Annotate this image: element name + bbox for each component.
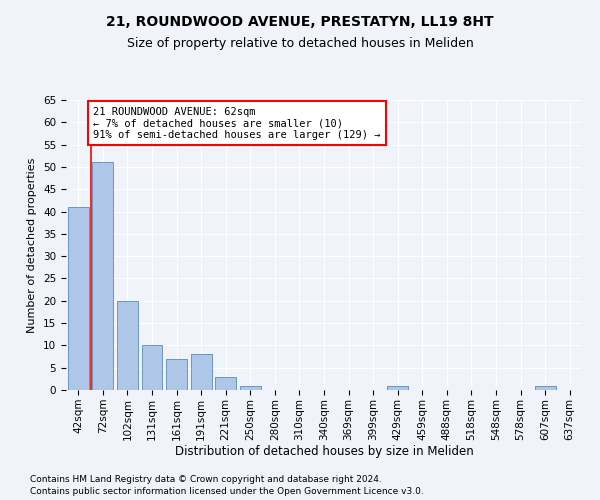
- Text: 21 ROUNDWOOD AVENUE: 62sqm
← 7% of detached houses are smaller (10)
91% of semi-: 21 ROUNDWOOD AVENUE: 62sqm ← 7% of detac…: [93, 106, 380, 140]
- Bar: [535, 386, 556, 390]
- Bar: [142, 346, 163, 390]
- Bar: [240, 386, 261, 390]
- Y-axis label: Number of detached properties: Number of detached properties: [28, 158, 37, 332]
- Text: Contains public sector information licensed under the Open Government Licence v3: Contains public sector information licen…: [30, 488, 424, 496]
- Bar: [92, 162, 113, 390]
- Bar: [166, 359, 187, 390]
- Bar: [117, 301, 138, 390]
- Text: Contains HM Land Registry data © Crown copyright and database right 2024.: Contains HM Land Registry data © Crown c…: [30, 475, 382, 484]
- Text: 21, ROUNDWOOD AVENUE, PRESTATYN, LL19 8HT: 21, ROUNDWOOD AVENUE, PRESTATYN, LL19 8H…: [106, 15, 494, 29]
- Bar: [68, 207, 89, 390]
- Bar: [191, 354, 212, 390]
- X-axis label: Distribution of detached houses by size in Meliden: Distribution of detached houses by size …: [175, 446, 473, 458]
- Text: Size of property relative to detached houses in Meliden: Size of property relative to detached ho…: [127, 38, 473, 51]
- Bar: [215, 376, 236, 390]
- Bar: [387, 386, 408, 390]
